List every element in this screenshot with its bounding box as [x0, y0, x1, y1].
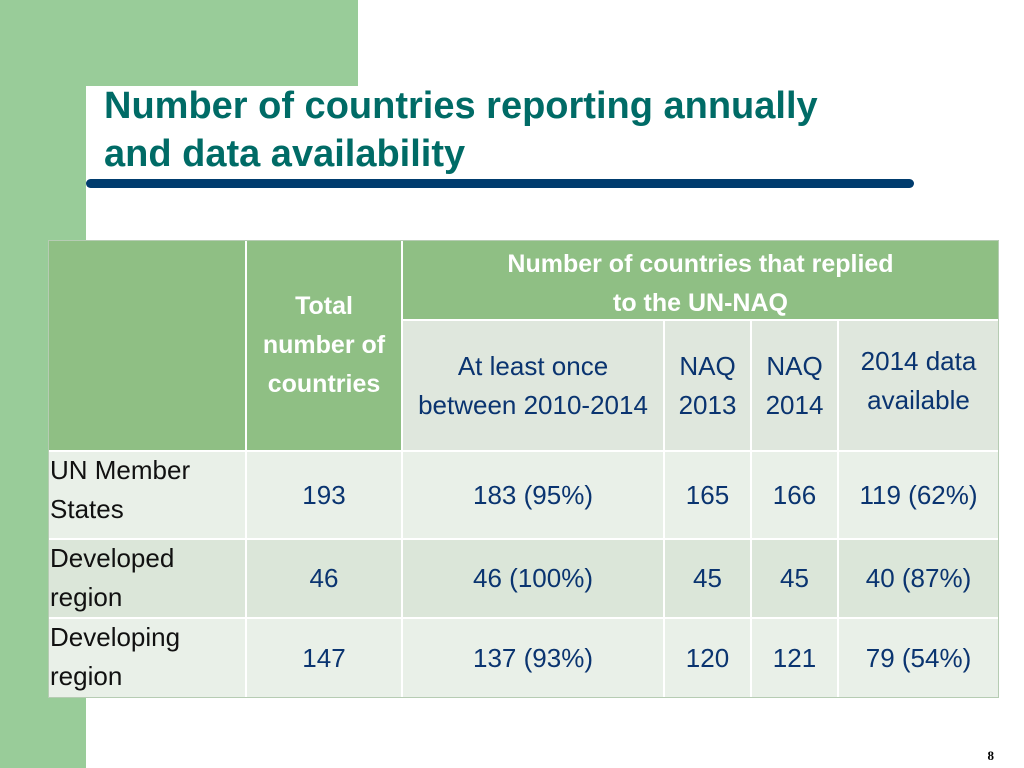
row-label-developing-region: Developing region [48, 618, 246, 698]
row-1-total: 193 [246, 451, 402, 539]
subheader-available-line-1: 2014 data [860, 345, 977, 376]
row-3-label-line-2: region [50, 661, 123, 691]
row-3-label-line-1: Developing [50, 622, 181, 652]
subheader-naq-2013: NAQ 2013 [664, 320, 751, 451]
row-2-at-least-once: 46 (100%) [402, 539, 664, 618]
subheader-at-least-once-line-2: between 2010-2014 [418, 389, 648, 420]
header-total-countries: Total number of countries [246, 240, 402, 451]
row-1-naq-2013: 165 [664, 451, 751, 539]
row-2-label-line-2: region [50, 582, 123, 612]
header-replied-group: Number of countries that replied to the … [402, 240, 999, 320]
grid-line [837, 320, 839, 698]
subheader-naq-2014-line-2: 2014 [765, 389, 824, 420]
header-corner-cell [48, 240, 246, 451]
subheader-naq-2013-line-1: NAQ [679, 350, 736, 381]
row-1-label-line-2: States [50, 494, 124, 524]
row-1-2014-available: 119 (62%) [838, 451, 999, 539]
row-2-2014-available: 40 (87%) [838, 539, 999, 618]
grid-line [245, 240, 247, 698]
row-label-un-member-states: UN Member States [48, 451, 246, 539]
grid-line [48, 617, 999, 619]
subheader-naq-2014-line-1: NAQ [766, 350, 823, 381]
subheader-naq-2013-line-2: 2013 [678, 389, 737, 420]
subheader-available-line-2: available [867, 384, 970, 415]
row-3-total: 147 [246, 618, 402, 698]
header-group-line-1: Number of countries that replied [507, 250, 894, 278]
page-number: 8 [987, 748, 995, 763]
grid-line [401, 240, 403, 698]
subheader-at-least-once-line-1: At least once [457, 350, 609, 381]
header-total-line-3: countries [267, 370, 381, 398]
title-underline [86, 179, 914, 188]
slide-title-line-2: and data availability [104, 133, 466, 175]
row-3-naq-2014: 121 [751, 618, 838, 698]
row-3-at-least-once: 137 (93%) [402, 618, 664, 698]
row-2-naq-2013: 45 [664, 539, 751, 618]
header-group-line-2: to the UN-NAQ [613, 289, 788, 317]
row-3-naq-2013: 120 [664, 618, 751, 698]
slide-title-line-1: Number of countries reporting annually [104, 85, 818, 127]
row-1-naq-2014: 166 [751, 451, 838, 539]
subheader-at-least-once: At least once between 2010-2014 [402, 320, 664, 451]
slide-title: Number of countries reporting annually a… [104, 82, 984, 178]
row-2-total: 46 [246, 539, 402, 618]
grid-line [48, 450, 999, 452]
subheader-naq-2014: NAQ 2014 [751, 320, 838, 451]
header-total-line-2: number of [262, 331, 386, 359]
row-2-label-line-1: Developed [50, 543, 175, 573]
grid-line [750, 320, 752, 698]
row-1-label-line-1: UN Member [50, 455, 191, 485]
grid-line [48, 538, 999, 540]
row-3-2014-available: 79 (54%) [838, 618, 999, 698]
row-1-at-least-once: 183 (95%) [402, 451, 664, 539]
row-label-developed-region: Developed region [48, 539, 246, 618]
subheader-2014-data-available: 2014 data available [838, 320, 999, 451]
grid-line [402, 319, 999, 321]
header-total-line-1: Total [295, 292, 353, 320]
row-2-naq-2014: 45 [751, 539, 838, 618]
decorative-top-band [0, 0, 358, 86]
grid-line [663, 320, 665, 698]
